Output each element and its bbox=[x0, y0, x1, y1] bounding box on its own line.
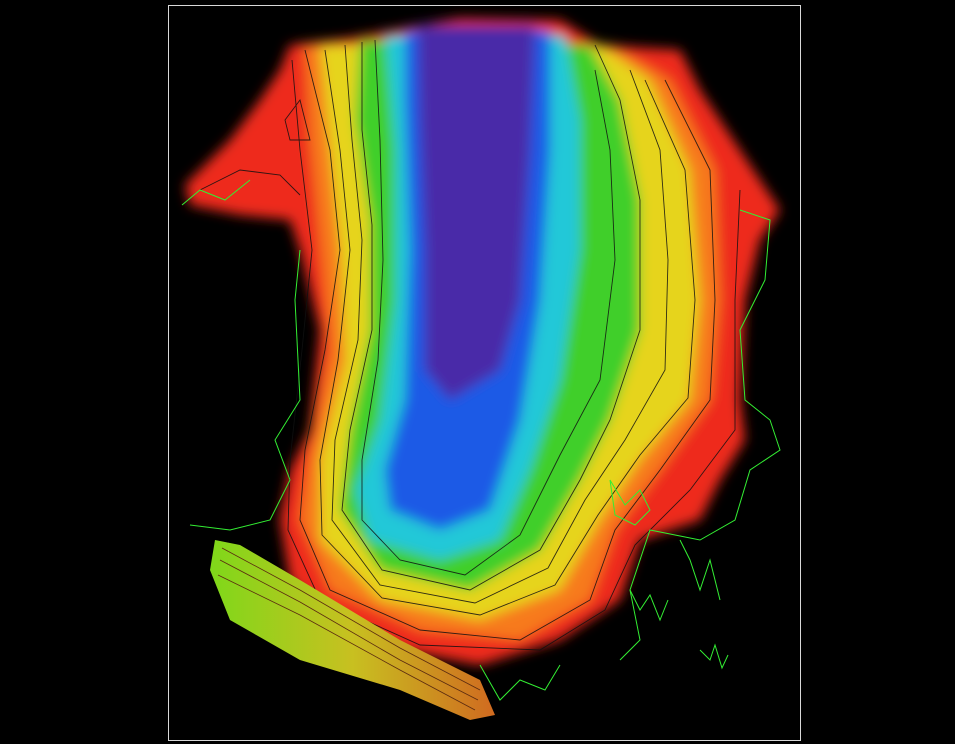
bathymetry-map bbox=[0, 0, 955, 744]
page: (() => { const data = JSON.parse(documen… bbox=[0, 0, 955, 744]
